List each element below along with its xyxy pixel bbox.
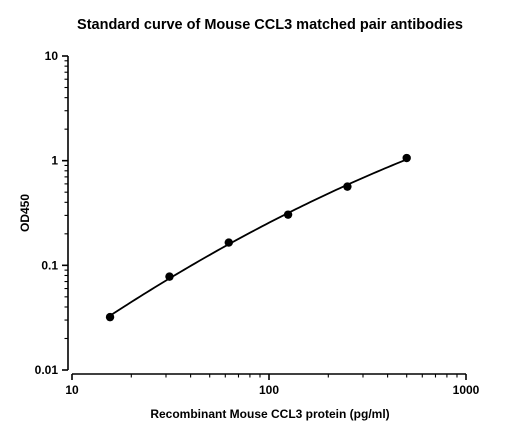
axes: 0.01 0.1 1 10 10 100 1000 bbox=[35, 49, 480, 397]
data-point bbox=[105, 312, 115, 322]
fit-curve-layer bbox=[109, 158, 408, 317]
y-tick-label: 1 bbox=[51, 154, 58, 168]
data-point bbox=[283, 210, 293, 219]
x-tick-label: 1000 bbox=[453, 383, 480, 397]
x-tick-label: 10 bbox=[65, 383, 79, 397]
x-axis-title: Recombinant Mouse CCL3 protein (pg/ml) bbox=[150, 407, 389, 421]
y-tick-label: 10 bbox=[45, 49, 59, 63]
fit-curve bbox=[109, 158, 408, 317]
data-point bbox=[224, 238, 233, 247]
y-tick-label: 0.1 bbox=[41, 258, 58, 272]
data-points-layer bbox=[105, 153, 411, 322]
data-point bbox=[402, 153, 411, 163]
y-tick-label: 0.01 bbox=[35, 363, 59, 377]
x-tick-label: 100 bbox=[259, 383, 279, 397]
y-axis-title: OD450 bbox=[18, 194, 32, 232]
data-point bbox=[343, 182, 352, 191]
data-point bbox=[165, 272, 174, 281]
chart-title: Standard curve of Mouse CCL3 matched pai… bbox=[77, 17, 463, 33]
